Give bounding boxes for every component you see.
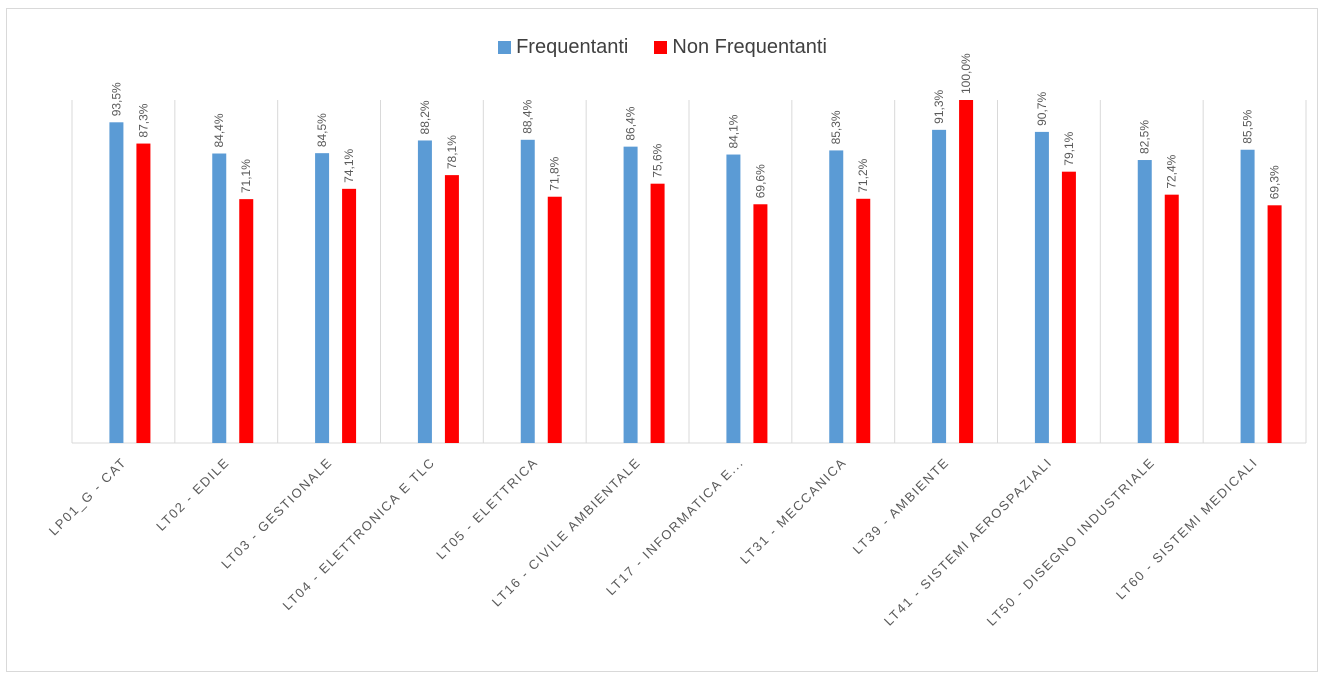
x-tick-label: LT02 - EDILE (153, 455, 232, 534)
x-tick-label: LT41 - SISTEMI AEROSPAZIALI (881, 455, 1055, 629)
data-label-non-frequentanti: 78,1% (445, 135, 459, 169)
data-label-frequentanti: 84,4% (212, 113, 226, 147)
data-label-non-frequentanti: 74,1% (342, 148, 356, 182)
bar-frequentanti (1034, 131, 1049, 444)
data-label-frequentanti: 91,3% (932, 89, 946, 123)
data-label-non-frequentanti: 71,1% (239, 159, 253, 193)
bar-frequentanti (726, 154, 741, 444)
x-tick-label: LT03 - GESTIONALE (218, 455, 335, 572)
data-label-frequentanti: 84,1% (726, 114, 740, 148)
data-label-frequentanti: 88,2% (418, 100, 432, 134)
bar-frequentanti (212, 153, 227, 443)
bar-non-frequentanti (547, 196, 562, 443)
data-label-frequentanti: 93,5% (109, 82, 123, 116)
legend-swatch-frequentanti (498, 41, 512, 54)
bar-frequentanti (520, 139, 535, 443)
data-label-frequentanti: 85,5% (1241, 109, 1255, 143)
legend-item-non-frequentanti: Non Frequentanti (654, 36, 827, 59)
bar-non-frequentanti (1061, 171, 1076, 443)
data-label-frequentanti: 85,3% (829, 110, 843, 144)
legend-label-non-frequentanti: Non Frequentanti (672, 36, 827, 58)
bar-frequentanti (417, 140, 432, 443)
data-label-non-frequentanti: 100,0% (959, 53, 973, 94)
data-label-frequentanti: 88,4% (521, 99, 535, 133)
bar-non-frequentanti (650, 183, 665, 443)
bar-non-frequentanti (753, 204, 768, 443)
bar-frequentanti (1240, 149, 1255, 444)
bar-non-frequentanti (136, 143, 151, 443)
data-label-non-frequentanti: 69,6% (753, 164, 767, 198)
bar-non-frequentanti (1267, 205, 1282, 443)
bar-non-frequentanti (959, 100, 974, 443)
bar-non-frequentanti (342, 188, 357, 443)
bar-frequentanti (932, 129, 947, 443)
legend-swatch-non-frequentanti (654, 41, 668, 54)
data-label-non-frequentanti: 69,3% (1268, 165, 1282, 199)
x-tick-label: LT50 - DISEGNO INDUSTRIALE (984, 455, 1158, 629)
bar-frequentanti (315, 153, 330, 444)
data-label-non-frequentanti: 72,4% (1165, 154, 1179, 188)
legend-label-frequentanti: Frequentanti (516, 36, 629, 58)
data-label-frequentanti: 82,5% (1138, 120, 1152, 154)
bar-non-frequentanti (856, 198, 871, 443)
data-label-frequentanti: 84,5% (315, 113, 329, 147)
data-label-frequentanti: 86,4% (624, 106, 638, 140)
bar-non-frequentanti (1164, 194, 1179, 443)
bar-non-frequentanti (239, 199, 254, 443)
bar-frequentanti (829, 150, 844, 443)
bar-frequentanti (623, 146, 638, 443)
data-label-frequentanti: 90,7% (1035, 92, 1049, 126)
data-label-non-frequentanti: 75,6% (651, 143, 665, 177)
data-label-non-frequentanti: 71,2% (856, 158, 870, 192)
bar-frequentanti (1137, 160, 1152, 443)
data-label-non-frequentanti: 87,3% (136, 103, 150, 137)
data-label-non-frequentanti: 79,1% (1062, 131, 1076, 165)
chart-frame (6, 8, 1318, 672)
bar-non-frequentanti (444, 175, 459, 443)
x-tick-label: LT05 - ELETTRICA (433, 455, 541, 563)
bar-frequentanti (109, 122, 124, 444)
x-tick-label: LP01_G - CAT (46, 455, 130, 539)
data-label-non-frequentanti: 71,8% (548, 156, 562, 190)
legend-item-frequentanti: Frequentanti (498, 36, 628, 59)
legend: Frequentanti Non Frequentanti (0, 36, 1325, 59)
x-tick-label: LT39 - AMBIENTE (850, 455, 953, 558)
x-tick-label: LT31 - MECCANICA (737, 455, 849, 567)
